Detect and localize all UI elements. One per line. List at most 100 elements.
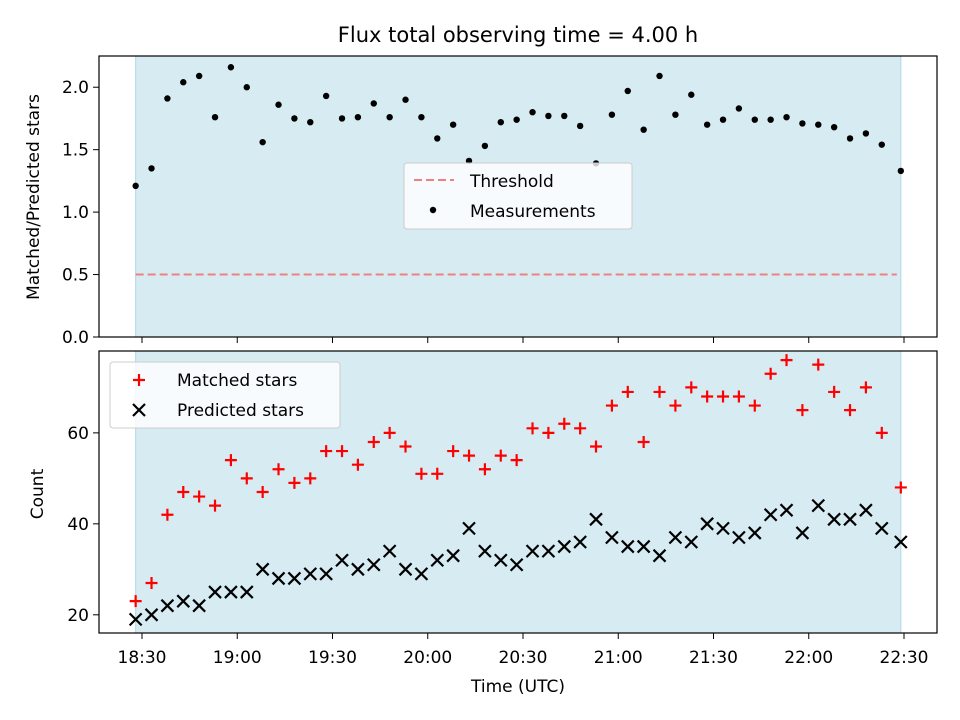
matched-star-point (177, 486, 190, 498)
predicted-star-point (843, 512, 857, 527)
matched-star-point (336, 445, 349, 458)
matched-star-point (288, 476, 301, 489)
matched-star-point (542, 426, 555, 439)
predicted-star-point (160, 598, 175, 613)
measurement-point (243, 84, 250, 91)
predicted-star-point (366, 557, 381, 572)
matched-star-point (304, 472, 317, 485)
predicted-star-point (716, 521, 730, 536)
matched-star-point (796, 404, 809, 417)
measurement-point (164, 95, 171, 102)
predicted-star-point (811, 498, 826, 513)
matched-star-point (732, 390, 745, 403)
top-plot-panel: 0.0 0.5 1.0 1.5 2.0 Threshold Measurements (62, 55, 938, 348)
bottom-legend-box (109, 361, 341, 429)
predicted-star-point (763, 507, 778, 522)
measurement-point (148, 165, 155, 172)
legend-matched-swatch (133, 374, 145, 386)
matched-star-point (637, 435, 650, 448)
legend-threshold-label: Threshold (469, 172, 554, 192)
measurement-point (897, 167, 905, 175)
matched-star-point (161, 508, 174, 521)
predicted-star-point (684, 535, 699, 549)
predicted-star-point (509, 557, 524, 572)
predicted-star-point (732, 530, 746, 545)
predicted-star-point (874, 521, 889, 536)
predicted-star-point (382, 544, 397, 558)
predicted-star-point (398, 562, 413, 577)
predicted-star-point (271, 571, 286, 586)
predicted-star-point (605, 530, 619, 545)
matched-star-point (129, 595, 142, 608)
bottom-x-tick-label: 22:30 (880, 648, 929, 668)
measurement-point (656, 72, 663, 80)
matched-star-point (574, 422, 587, 435)
measurement-point (799, 120, 806, 127)
measurement-point (481, 142, 489, 150)
measurement-point (672, 111, 679, 118)
measurement-point (211, 113, 219, 121)
measurement-point (846, 135, 854, 142)
bottom-plot-panel: 20 40 60 18:30 19:00 19:30 20:00 20:30 21:00 21:3… (67, 350, 938, 668)
predicted-star-point (636, 539, 651, 554)
matched-star-point (859, 381, 872, 394)
matched-star-point (621, 385, 634, 398)
measurement-point (513, 116, 520, 123)
measurement-point (862, 130, 870, 137)
measurement-point (529, 109, 536, 116)
predicted-star-point (747, 526, 762, 540)
bottom-x-tick-label: 21:30 (689, 648, 738, 668)
predicted-star-point (144, 608, 159, 622)
measurement-point (434, 135, 441, 142)
matched-star-point (447, 445, 460, 458)
measurement-point (449, 121, 457, 128)
bottom-y-axis-label: Count (28, 468, 48, 519)
top-axes-frame (98, 55, 938, 338)
measurement-point (338, 115, 346, 122)
predicted-star-point (795, 526, 810, 540)
bottom-x-tick-label: 19:30 (308, 648, 357, 668)
measurement-point (624, 87, 631, 95)
matched-star-point (526, 422, 539, 435)
bottom-y-tick-label: 20 (67, 606, 89, 626)
matched-star-point (494, 449, 507, 462)
measurement-point (497, 118, 504, 126)
matched-star-point (399, 440, 412, 453)
matched-star-point (558, 417, 571, 430)
matched-star-point (478, 463, 491, 476)
measurement-point (830, 123, 838, 131)
legend-predicted-swatch (132, 403, 146, 417)
measurement-point (783, 113, 790, 121)
measurement-point (307, 118, 314, 126)
measurement-point (227, 64, 235, 71)
predicted-star-point (335, 553, 349, 568)
top-y-tick-label: 1.0 (62, 203, 89, 223)
top-y-tick-label: 0.5 (62, 266, 89, 286)
predicted-star-point (827, 512, 841, 527)
bottom-legend: Matched stars Predicted stars (109, 361, 341, 429)
measurement-point (561, 112, 568, 120)
matched-star-point (844, 404, 857, 417)
predicted-star-point (859, 503, 873, 517)
measurement-point (640, 126, 647, 133)
measurement-point (815, 121, 822, 128)
measurement-point (688, 91, 695, 98)
matched-star-point (145, 576, 158, 589)
measurement-point (322, 92, 330, 100)
matched-star-point (875, 426, 888, 439)
predicted-star-point (462, 521, 476, 536)
matched-star-point (272, 463, 285, 476)
top-y-tick-label: 1.5 (62, 141, 89, 161)
predicted-star-point (779, 503, 794, 517)
top-legend: Threshold Measurements (403, 162, 633, 230)
measurement-point (751, 116, 758, 123)
measurement-point (132, 182, 139, 190)
matched-star-point (780, 354, 793, 367)
predicted-star-point (525, 544, 540, 558)
top-y-tick-label: 2.0 (62, 78, 89, 98)
chart-title: Flux total observing time = 4.00 h (338, 23, 698, 47)
bottom-x-tick-label: 20:30 (499, 648, 548, 668)
predicted-star-point (224, 585, 238, 599)
legend-measurements-swatch (429, 206, 437, 214)
matched-star-point (367, 435, 380, 448)
